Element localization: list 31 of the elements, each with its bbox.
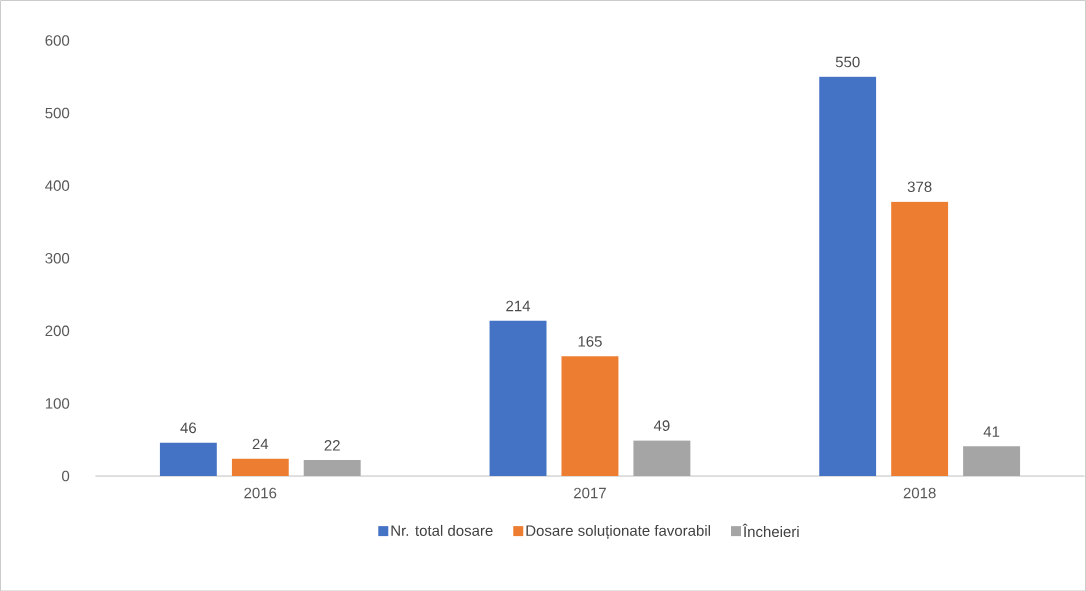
data-label: 165 xyxy=(578,335,602,347)
data-label: 22 xyxy=(324,439,340,451)
bar xyxy=(159,442,217,476)
data-label: 46 xyxy=(180,422,197,433)
data-label: 214 xyxy=(506,300,531,311)
legend-label: Dosare soluționate favorabil xyxy=(526,524,710,539)
y-tick-label: 200 xyxy=(45,325,70,336)
legend-label: Încheieri xyxy=(742,523,799,537)
y-tick-label: 0 xyxy=(62,470,70,482)
x-tick-label: 2016 xyxy=(244,487,277,499)
bar xyxy=(633,440,691,476)
bar xyxy=(489,320,547,476)
x-tick-label: 2017 xyxy=(574,487,606,499)
data-label: 49 xyxy=(653,420,670,431)
bar xyxy=(561,356,619,476)
y-tick-label: 500 xyxy=(45,107,70,119)
x-tick-label: 2018 xyxy=(903,487,936,499)
legend-label: Nr. total dosare xyxy=(391,524,493,536)
y-tick-label: 400 xyxy=(45,180,70,191)
data-label: 550 xyxy=(835,56,860,68)
data-label: 378 xyxy=(907,181,932,192)
bar xyxy=(819,76,877,476)
data-label: 41 xyxy=(983,426,1000,437)
y-tick-label: 300 xyxy=(45,252,70,264)
data-label: 24 xyxy=(252,438,269,449)
bar xyxy=(891,201,949,476)
y-tick-label: 100 xyxy=(45,397,70,409)
bar xyxy=(303,459,361,476)
y-tick-label: 600 xyxy=(45,34,70,46)
bar xyxy=(231,458,289,476)
bar xyxy=(963,446,1021,476)
